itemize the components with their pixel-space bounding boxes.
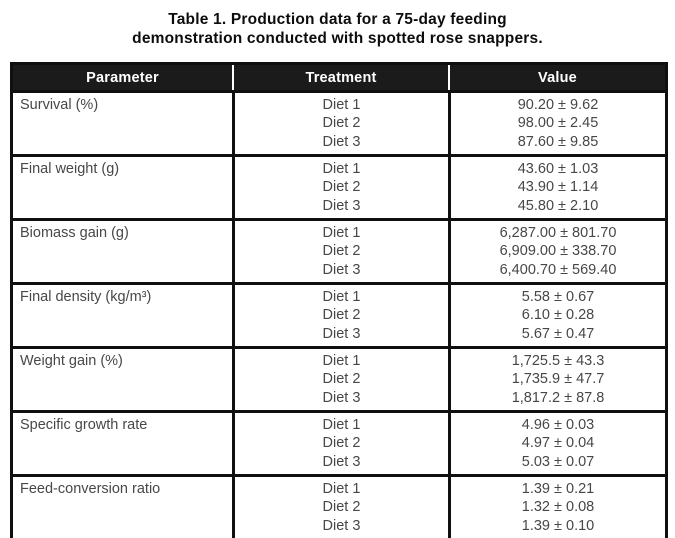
table-header-row: Parameter Treatment Value (13, 65, 665, 90)
treatment-cell: Diet 1 Diet 2 Diet 3 (232, 349, 448, 410)
value-text: 98.00 ± 2.45 (517, 115, 599, 131)
value-text: 1,817.2 ± 87.8 (511, 389, 605, 406)
treatment-label: Diet 1 (322, 288, 361, 305)
table-row-group: Biomass gain (g) Diet 1 Diet 2 Diet 3 6,287.… (13, 218, 665, 282)
treatment-label: Diet 1 (322, 352, 361, 369)
value-text: 5.58 ± 0.67 (521, 288, 595, 305)
treatment-label: Diet 3 (322, 325, 361, 342)
value-text: 90.20 ± 9.62 (517, 96, 599, 113)
value-text: 6,287.00 ± 801.70 (499, 224, 617, 241)
treatment-label: Diet 3 (322, 453, 361, 470)
parameter-cell: Weight gain (%) (20, 352, 123, 369)
parameter-cell: Final density (kg/m³) (20, 288, 152, 305)
value-text: 43.60 ± 1.03 (517, 160, 599, 177)
treatment-label: Diet 2 (322, 499, 361, 515)
treatment-label: Diet 1 (322, 160, 361, 177)
treatment-label: Diet 2 (322, 243, 361, 259)
table-body: Survival (%) Diet 1 Diet 2 Diet 3 90.20 ± 9.… (13, 90, 665, 538)
table-row-group: Final density (kg/m³) Diet 1 Diet 2 Diet 3 5… (13, 282, 665, 346)
table-row-group: Specific growth rate Diet 1 Diet 2 Diet 3 4.… (13, 410, 665, 474)
parameter-cell: Feed-conversion ratio (20, 480, 161, 497)
treatment-cell: Diet 1 Diet 2 Diet 3 (232, 221, 448, 282)
column-header-value: Value (448, 65, 665, 90)
value-cell: 43.60 ± 1.03 43.90 ± 1.14 45.80 ± 2.10 (448, 157, 665, 218)
table-row-group: Final weight (g) Diet 1 Diet 2 Diet 3 43.60 … (13, 154, 665, 218)
value-text: 6,400.70 ± 569.40 (499, 261, 617, 278)
treatment-label: Diet 2 (322, 179, 361, 195)
treatment-label: Diet 3 (322, 517, 361, 534)
value-text: 5.03 ± 0.07 (521, 453, 595, 470)
value-text: 1,725.5 ± 43.3 (511, 352, 605, 369)
parameter-cell: Specific growth rate (20, 416, 148, 433)
table-row-group: Feed-conversion ratio Diet 1 Diet 2 Diet 3 1… (13, 474, 665, 538)
parameter-cell: Survival (%) (20, 96, 99, 113)
table-title: Table 1. Production data for a 75-day fe… (0, 10, 675, 48)
treatment-cell: Diet 1 Diet 2 Diet 3 (232, 413, 448, 474)
parameter-cell: Final weight (g) (20, 160, 120, 177)
value-text: 43.90 ± 1.14 (517, 179, 599, 195)
value-text: 1.32 ± 0.08 (521, 499, 595, 515)
value-text: 6.10 ± 0.28 (521, 307, 595, 323)
production-data-table: Parameter Treatment Value Survival (%) Di… (10, 62, 668, 538)
value-cell: 4.96 ± 0.03 4.97 ± 0.04 5.03 ± 0.07 (448, 413, 665, 474)
treatment-cell: Diet 1 Diet 2 Diet 3 (232, 93, 448, 154)
column-header-parameter: Parameter (86, 69, 159, 86)
value-text: 4.96 ± 0.03 (521, 416, 595, 433)
treatment-cell: Diet 1 Diet 2 Diet 3 (232, 477, 448, 538)
value-cell: 6,287.00 ± 801.70 6,909.00 ± 338.70 6,400.… (448, 221, 665, 282)
treatment-label: Diet 2 (322, 435, 361, 451)
value-text: 45.80 ± 2.10 (517, 197, 599, 214)
treatment-label: Diet 3 (322, 133, 361, 150)
value-text: 1.39 ± 0.10 (521, 517, 595, 534)
table-title-line1: Table 1. Production data for a 75-day fe… (168, 11, 507, 28)
table-title-line2: demonstration conducted with spotted ros… (132, 30, 543, 47)
treatment-label: Diet 1 (322, 224, 361, 241)
treatment-label: Diet 1 (322, 416, 361, 433)
treatment-cell: Diet 1 Diet 2 Diet 3 (232, 157, 448, 218)
value-cell: 1.39 ± 0.21 1.32 ± 0.08 1.39 ± 0.10 (448, 477, 665, 538)
treatment-label: Diet 2 (322, 115, 361, 131)
treatment-label: Diet 2 (322, 371, 361, 387)
value-text: 5.67 ± 0.47 (521, 325, 595, 342)
treatment-label: Diet 3 (322, 261, 361, 278)
table-row-group: Weight gain (%) Diet 1 Diet 2 Diet 3 1,725.5… (13, 346, 665, 410)
value-text: 1,735.9 ± 47.7 (511, 371, 605, 387)
value-text: 1.39 ± 0.21 (521, 480, 595, 497)
treatment-cell: Diet 1 Diet 2 Diet 3 (232, 285, 448, 346)
column-header-treatment: Treatment (232, 65, 448, 90)
value-text: 87.60 ± 9.85 (517, 133, 599, 150)
value-cell: 5.58 ± 0.67 6.10 ± 0.28 5.67 ± 0.47 (448, 285, 665, 346)
treatment-label: Diet 1 (322, 480, 361, 497)
value-cell: 90.20 ± 9.62 98.00 ± 2.45 87.60 ± 9.85 (448, 93, 665, 154)
value-text: 6,909.00 ± 338.70 (499, 243, 617, 259)
table-row-group: Survival (%) Diet 1 Diet 2 Diet 3 90.20 ± 9.… (13, 90, 665, 154)
parameter-cell: Biomass gain (g) (20, 224, 129, 241)
value-cell: 1,725.5 ± 43.3 1,735.9 ± 47.7 1,817.2 ± 87… (448, 349, 665, 410)
treatment-label: Diet 3 (322, 197, 361, 214)
treatment-label: Diet 2 (322, 307, 361, 323)
value-text: 4.97 ± 0.04 (521, 435, 595, 451)
treatment-label: Diet 1 (322, 96, 361, 113)
treatment-label: Diet 3 (322, 389, 361, 406)
